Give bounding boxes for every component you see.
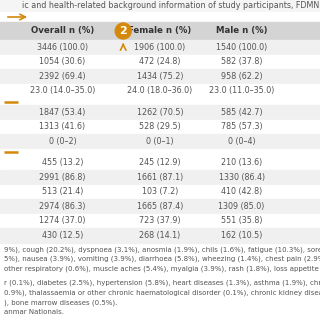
Text: Overall n (%): Overall n (%) (31, 27, 94, 36)
Text: 210 (13.6): 210 (13.6) (221, 158, 262, 167)
Text: 2974 (86.3): 2974 (86.3) (39, 202, 86, 211)
Bar (0, 40, 320, 54)
Text: 551 (35.8): 551 (35.8) (221, 216, 262, 225)
Text: 455 (13.2): 455 (13.2) (42, 158, 83, 167)
Text: 2: 2 (119, 26, 127, 36)
Bar (0, 69, 320, 84)
Text: 268 (14.1): 268 (14.1) (140, 231, 180, 240)
Text: 472 (24.8): 472 (24.8) (139, 57, 181, 66)
Text: ic and health-related background information of study participants, FDMN populat: ic and health-related background informa… (22, 2, 320, 11)
Text: 723 (37.9): 723 (37.9) (139, 216, 181, 225)
Text: 528 (29.5): 528 (29.5) (139, 122, 181, 131)
Circle shape (115, 23, 131, 39)
Text: 0 (0–1): 0 (0–1) (146, 137, 174, 146)
Bar (0, 156, 320, 170)
Text: 103 (7.2): 103 (7.2) (142, 187, 178, 196)
Text: 23.0 (11.0–35.0): 23.0 (11.0–35.0) (209, 86, 274, 95)
Text: 2392 (69.4): 2392 (69.4) (39, 72, 86, 81)
Text: 245 (12.9): 245 (12.9) (139, 158, 181, 167)
Bar (0, 22, 320, 40)
Text: 1847 (53.4): 1847 (53.4) (39, 108, 85, 117)
Text: 1665 (87.4): 1665 (87.4) (137, 202, 183, 211)
Text: 1906 (100.0): 1906 (100.0) (134, 43, 186, 52)
Text: r (0.1%), diabetes (2.5%), hypertension (5.8%), heart diseases (1.3%), asthma (1: r (0.1%), diabetes (2.5%), hypertension … (4, 280, 320, 286)
Bar (0, 134, 320, 148)
Text: 0.9%), thalassaemia or other chronic haematological disorder (0.1%), chronic kid: 0.9%), thalassaemia or other chronic hae… (4, 290, 320, 296)
Bar (0, 84, 320, 98)
Text: anmar Nationals.: anmar Nationals. (4, 308, 64, 315)
Text: 1330 (86.4): 1330 (86.4) (219, 173, 265, 182)
Text: 3446 (100.0): 3446 (100.0) (37, 43, 88, 52)
Bar (0, 12, 320, 22)
Bar (0, 105, 320, 119)
Text: 162 (10.5): 162 (10.5) (221, 231, 262, 240)
Text: 582 (37.8): 582 (37.8) (221, 57, 262, 66)
Text: 1540 (100.0): 1540 (100.0) (216, 43, 267, 52)
Text: 1434 (75.2): 1434 (75.2) (137, 72, 183, 81)
Text: 410 (42.8): 410 (42.8) (221, 187, 262, 196)
Bar (0, 148, 320, 156)
Text: 1313 (41.6): 1313 (41.6) (39, 122, 85, 131)
Text: 1309 (85.0): 1309 (85.0) (219, 202, 265, 211)
Text: 2991 (86.8): 2991 (86.8) (39, 173, 86, 182)
Text: 513 (21.4): 513 (21.4) (42, 187, 83, 196)
Text: Female n (%): Female n (%) (128, 27, 192, 36)
Bar (0, 228, 320, 243)
Bar (0, 0, 320, 12)
Bar (0, 199, 320, 213)
Bar (0, 213, 320, 228)
Text: 0 (0–4): 0 (0–4) (228, 137, 255, 146)
Text: 0 (0–2): 0 (0–2) (49, 137, 76, 146)
Bar (0, 170, 320, 185)
Text: 1054 (30.6): 1054 (30.6) (39, 57, 85, 66)
Text: 1262 (70.5): 1262 (70.5) (137, 108, 183, 117)
Text: 958 (62.2): 958 (62.2) (221, 72, 262, 81)
Text: 23.0 (14.0–35.0): 23.0 (14.0–35.0) (30, 86, 95, 95)
Text: Male n (%): Male n (%) (216, 27, 267, 36)
Text: 24.0 (18.0–36.0): 24.0 (18.0–36.0) (127, 86, 193, 95)
Text: 1274 (37.0): 1274 (37.0) (39, 216, 86, 225)
Bar (0, 119, 320, 134)
Text: 5%), nausea (3.9%), vomiting (3.9%), diarrhoea (5.8%), wheezing (1.4%), chest pa: 5%), nausea (3.9%), vomiting (3.9%), dia… (4, 256, 320, 262)
Text: 585 (42.7): 585 (42.7) (221, 108, 262, 117)
Text: 9%), cough (20.2%), dyspnoea (3.1%), anosmia (1.9%), chils (1.6%), fatigue (10.3: 9%), cough (20.2%), dyspnoea (3.1%), ano… (4, 246, 320, 253)
Text: ), bone marrow diseases (0.5%).: ), bone marrow diseases (0.5%). (4, 299, 117, 306)
Text: 430 (12.5): 430 (12.5) (42, 231, 83, 240)
Text: other respiratory (0.6%), muscle aches (5.4%), myalgia (3.9%), rash (1.8%), loss: other respiratory (0.6%), muscle aches (… (4, 266, 320, 272)
Text: 785 (57.3): 785 (57.3) (221, 122, 262, 131)
Text: 1661 (87.1): 1661 (87.1) (137, 173, 183, 182)
Bar (0, 185, 320, 199)
Bar (0, 98, 320, 105)
Bar (0, 54, 320, 69)
